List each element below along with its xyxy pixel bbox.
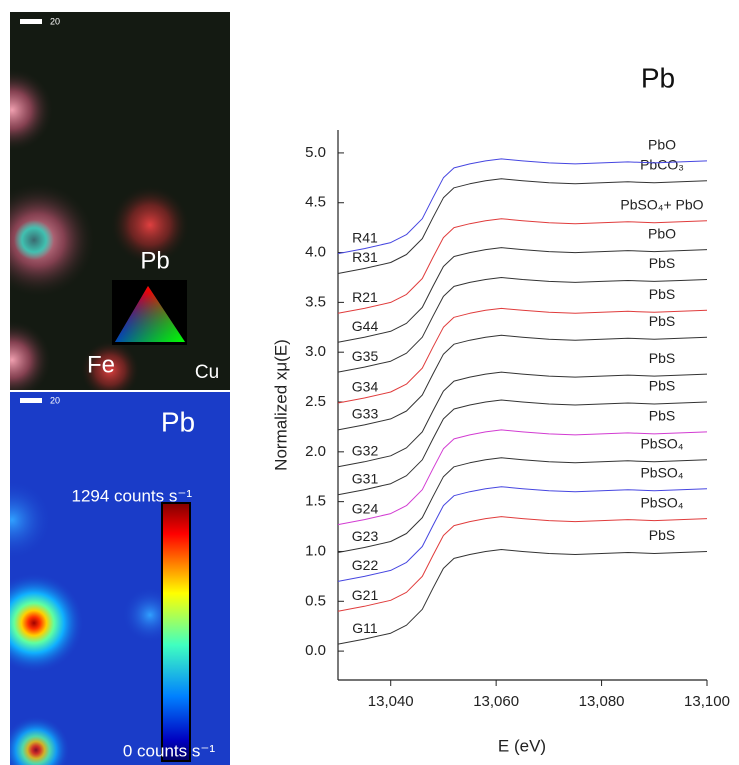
spectrum-line <box>337 371 708 468</box>
spectrum-line <box>337 516 708 612</box>
series-label: PbSO₄+ PbO <box>620 196 703 212</box>
y-tick-label: 0.0 <box>305 642 326 659</box>
x-tick-label: 13,080 <box>579 693 625 710</box>
scale-label: 20 <box>50 16 60 26</box>
colorbar-max: 1294 counts s⁻¹ <box>72 486 193 505</box>
series-label: PbS <box>649 408 675 424</box>
spectrum-line <box>337 334 708 431</box>
plot: 0.0 0.5 1.0 1.5 2.0 2.5 3.0 3.5 4.0 4.5 5.0 13,040 1… <box>305 137 730 710</box>
y-tick-label: 3.5 <box>305 293 326 310</box>
series-label: PbSO₄ <box>640 464 683 480</box>
colorbar-min: 0 counts s⁻¹ <box>123 741 215 760</box>
x-tick-label: 13,100 <box>684 693 730 710</box>
spectrum-line <box>337 486 708 582</box>
series-name: G23 <box>352 528 379 544</box>
series-name: R41 <box>352 229 378 245</box>
series-label: PbS <box>649 527 675 543</box>
spectrum-line <box>337 178 708 274</box>
series-label: PbSO₄ <box>640 494 683 510</box>
map-label: Cu <box>195 362 219 383</box>
series-name: G35 <box>352 348 379 364</box>
series-name: R21 <box>352 289 378 305</box>
series-name: G33 <box>352 406 379 422</box>
y-tick-label: 2.5 <box>305 393 326 410</box>
element-map <box>10 12 230 390</box>
spectrum-line <box>337 158 708 255</box>
series-name: G34 <box>352 379 379 395</box>
series-label: PbSO₄ <box>640 436 683 452</box>
series-name: G31 <box>352 470 379 486</box>
y-tick-label: 0.5 <box>305 592 326 609</box>
scale-label: 20 <box>50 395 60 405</box>
x-tick-label: 13,040 <box>368 693 414 710</box>
heatmap-title: Pb <box>161 406 195 437</box>
spectrum-line <box>337 549 708 645</box>
spectrum-line <box>337 307 708 404</box>
series-label: PbS <box>649 255 675 271</box>
series-name: G21 <box>352 587 379 603</box>
spectrum-line <box>337 277 708 373</box>
map-label: Fe <box>87 351 115 378</box>
series-label: PbS <box>649 286 675 302</box>
y-tick-label: 3.0 <box>305 343 326 360</box>
series-name: G22 <box>352 557 379 573</box>
chart-title: Pb <box>641 62 675 93</box>
map-label: Pb <box>140 247 169 274</box>
spectrum-line <box>337 429 708 526</box>
series-label: PbS <box>649 313 675 329</box>
series-label: PbCO₃ <box>640 157 684 173</box>
y-tick-label: 4.5 <box>305 194 326 211</box>
series-label: PbS <box>649 350 675 366</box>
spectrum-line <box>337 247 708 343</box>
heatmap <box>10 392 230 765</box>
y-tick-label: 1.5 <box>305 493 326 510</box>
series-name: R31 <box>352 249 378 265</box>
y-tick-label: 2.0 <box>305 443 326 460</box>
x-axis-label: E (eV) <box>498 736 546 755</box>
series-name: G44 <box>352 318 379 334</box>
series-label: PbO <box>648 137 676 153</box>
y-axis-label: Normalized xμ(E) <box>271 339 290 471</box>
spectrum-line <box>337 457 708 553</box>
x-tick-label: 13,060 <box>473 693 519 710</box>
y-tick-label: 1.0 <box>305 542 326 559</box>
series-name: G32 <box>352 442 379 458</box>
series-name: G24 <box>352 500 379 516</box>
series-label: PbO <box>648 225 676 241</box>
spectrum-line <box>337 399 708 496</box>
y-tick-label: 5.0 <box>305 144 326 161</box>
series-name: G11 <box>352 620 378 636</box>
spectrum-line <box>337 218 708 314</box>
y-tick-label: 4.0 <box>305 244 326 261</box>
series-label: PbS <box>649 378 675 394</box>
